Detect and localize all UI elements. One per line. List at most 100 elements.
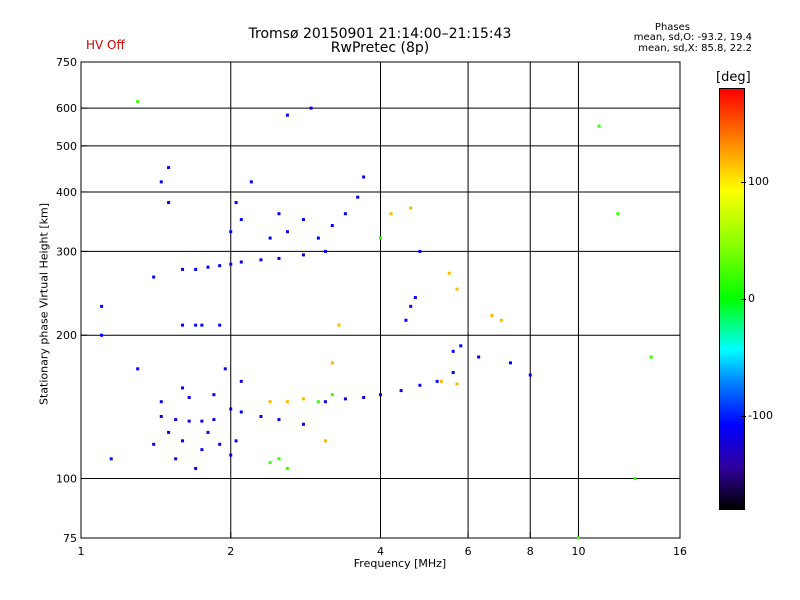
data-point — [187, 419, 191, 423]
data-point — [379, 393, 382, 397]
data-point — [399, 389, 403, 393]
x-tick-label: 4 — [377, 545, 384, 558]
data-point — [194, 267, 198, 271]
data-point — [136, 99, 140, 103]
data-point — [200, 419, 204, 423]
data-point — [218, 264, 222, 268]
data-point — [187, 395, 191, 399]
data-point — [447, 271, 451, 275]
data-point — [167, 201, 171, 205]
data-point — [159, 180, 163, 184]
data-point — [239, 410, 243, 414]
data-point — [100, 304, 104, 308]
data-point — [316, 236, 320, 240]
data-point — [277, 418, 281, 422]
data-point — [259, 258, 263, 262]
data-point — [181, 323, 185, 327]
data-point — [181, 439, 185, 443]
data-point — [459, 344, 463, 348]
data-point — [229, 262, 233, 266]
data-point — [508, 361, 512, 365]
x-axis-label: Frequency [MHz] — [353, 557, 447, 570]
data-point — [268, 400, 272, 404]
chart-title: Tromsø 20150901 21:14:00–21:15:43 — [248, 26, 512, 42]
y-tick-label: 75 — [63, 532, 77, 545]
data-point — [206, 265, 210, 269]
data-point — [301, 397, 305, 401]
data-point — [389, 212, 393, 216]
data-point — [259, 414, 263, 418]
data-point — [323, 400, 327, 404]
data-point — [576, 536, 580, 540]
y-tick-label: 600 — [56, 102, 77, 115]
hv-status-label: HV Off — [86, 38, 125, 52]
data-point — [451, 349, 455, 353]
colorbar-tick — [741, 416, 746, 418]
data-point — [323, 249, 327, 253]
y-tick-label: 750 — [56, 56, 77, 69]
data-point — [181, 386, 185, 390]
data-point — [223, 367, 227, 371]
data-point — [194, 466, 198, 470]
data-point — [330, 393, 334, 397]
data-point — [455, 287, 459, 291]
data-point — [451, 371, 455, 375]
data-point — [633, 477, 637, 481]
data-point — [229, 407, 233, 411]
data-point — [616, 212, 620, 216]
data-point — [194, 323, 198, 327]
data-point — [268, 461, 272, 465]
data-point — [418, 383, 422, 387]
data-point — [301, 253, 305, 257]
data-point — [330, 361, 334, 365]
chart-subtitle: RwPretec (8p) — [330, 40, 430, 56]
data-point — [174, 457, 178, 461]
x-tick-label: 16 — [673, 545, 687, 558]
data-point — [152, 275, 156, 279]
phase-stats-title: Phases — [654, 22, 690, 33]
data-point — [167, 166, 171, 170]
data-point — [100, 333, 104, 337]
data-point — [409, 206, 413, 210]
colorbar-tick-label: 100 — [748, 174, 769, 188]
data-point — [528, 373, 532, 377]
data-point — [239, 218, 243, 222]
data-point — [109, 457, 113, 461]
colorbar-tick — [741, 299, 746, 300]
colorbar-unit: [deg] — [716, 70, 751, 85]
colorbar-tick-label: 0 — [748, 292, 755, 305]
data-point — [249, 180, 253, 184]
data-point — [277, 256, 281, 260]
colorbar-tick — [741, 181, 746, 183]
data-point — [316, 400, 320, 404]
data-point — [435, 379, 439, 383]
data-point — [268, 236, 272, 240]
data-point — [362, 395, 366, 399]
data-point — [309, 106, 313, 110]
phase-stats-o: mean, sd,O: -93.2, 19.4 — [633, 32, 752, 43]
data-point — [229, 230, 233, 234]
data-point — [404, 318, 408, 322]
data-point — [229, 453, 233, 457]
data-point — [285, 113, 289, 117]
data-point — [649, 355, 653, 359]
data-point — [343, 397, 347, 401]
data-point — [285, 230, 289, 234]
y-tick-label: 200 — [56, 329, 77, 342]
data-point — [330, 224, 334, 228]
data-point — [301, 422, 305, 426]
x-tick-label: 8 — [527, 545, 534, 558]
data-point — [234, 439, 238, 443]
data-point — [285, 400, 289, 404]
data-point — [212, 393, 216, 397]
data-point — [218, 323, 222, 327]
data-point — [277, 212, 281, 216]
y-axis-label: Stationary phase Virtual Height [km] — [37, 202, 51, 406]
y-tick-label: 300 — [56, 245, 77, 258]
data-point — [167, 430, 171, 434]
data-point — [413, 296, 417, 300]
data-point — [206, 430, 210, 434]
data-point — [136, 367, 140, 371]
data-point — [301, 218, 305, 222]
